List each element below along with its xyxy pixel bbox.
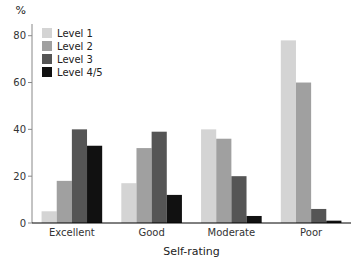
x-tick-label: Moderate [208, 227, 256, 238]
chart: 0 20 40 60 80% Excellent Good Moderate Poor Self-… [0, 0, 361, 261]
y-tick [28, 223, 32, 224]
y-tick-label: 60 [13, 77, 26, 88]
legend-swatch [42, 28, 52, 38]
y-tick-label: 80 [13, 30, 26, 41]
y-tick-label: 20 [13, 171, 26, 182]
y-tick-label: 40 [13, 124, 26, 135]
y-axis-label: % [16, 4, 26, 17]
bar [296, 83, 311, 223]
legend-swatch [42, 54, 52, 64]
bar [247, 216, 262, 223]
legend-label: Level 3 [57, 54, 93, 65]
bar [281, 40, 296, 223]
chart-container: 0 20 40 60 80% Excellent Good Moderate Poor Self-… [0, 0, 361, 261]
background [0, 0, 361, 261]
bar [57, 181, 72, 223]
legend-label: Level 1 [57, 28, 93, 39]
y-tick-label: 0 [20, 218, 26, 229]
y-axis-line [32, 24, 33, 223]
baseline [32, 223, 351, 224]
x-tick-label: Poor [300, 227, 323, 238]
bar [167, 195, 182, 223]
y-tick [28, 35, 32, 36]
bar [311, 209, 326, 223]
bars [42, 40, 342, 223]
legend-label: Level 2 [57, 41, 93, 52]
y-tick [28, 176, 32, 177]
bar [87, 146, 102, 223]
legend: Level 1 Level 2 Level 3 Level 4/5 [42, 28, 103, 78]
legend-label: Level 4/5 [57, 67, 103, 78]
bar [201, 129, 216, 223]
legend-swatch [42, 67, 52, 77]
legend-swatch [42, 41, 52, 51]
bar [121, 183, 136, 223]
x-tick-label: Good [138, 227, 164, 238]
bar [136, 148, 151, 223]
x-axis-label: Self-rating [163, 245, 220, 258]
y-tick [28, 129, 32, 130]
bar [231, 176, 246, 223]
x-tick-label: Excellent [49, 227, 95, 238]
bar [152, 132, 167, 223]
bar [216, 139, 231, 223]
bar [42, 211, 57, 223]
y-tick [28, 82, 32, 83]
bar [72, 129, 87, 223]
